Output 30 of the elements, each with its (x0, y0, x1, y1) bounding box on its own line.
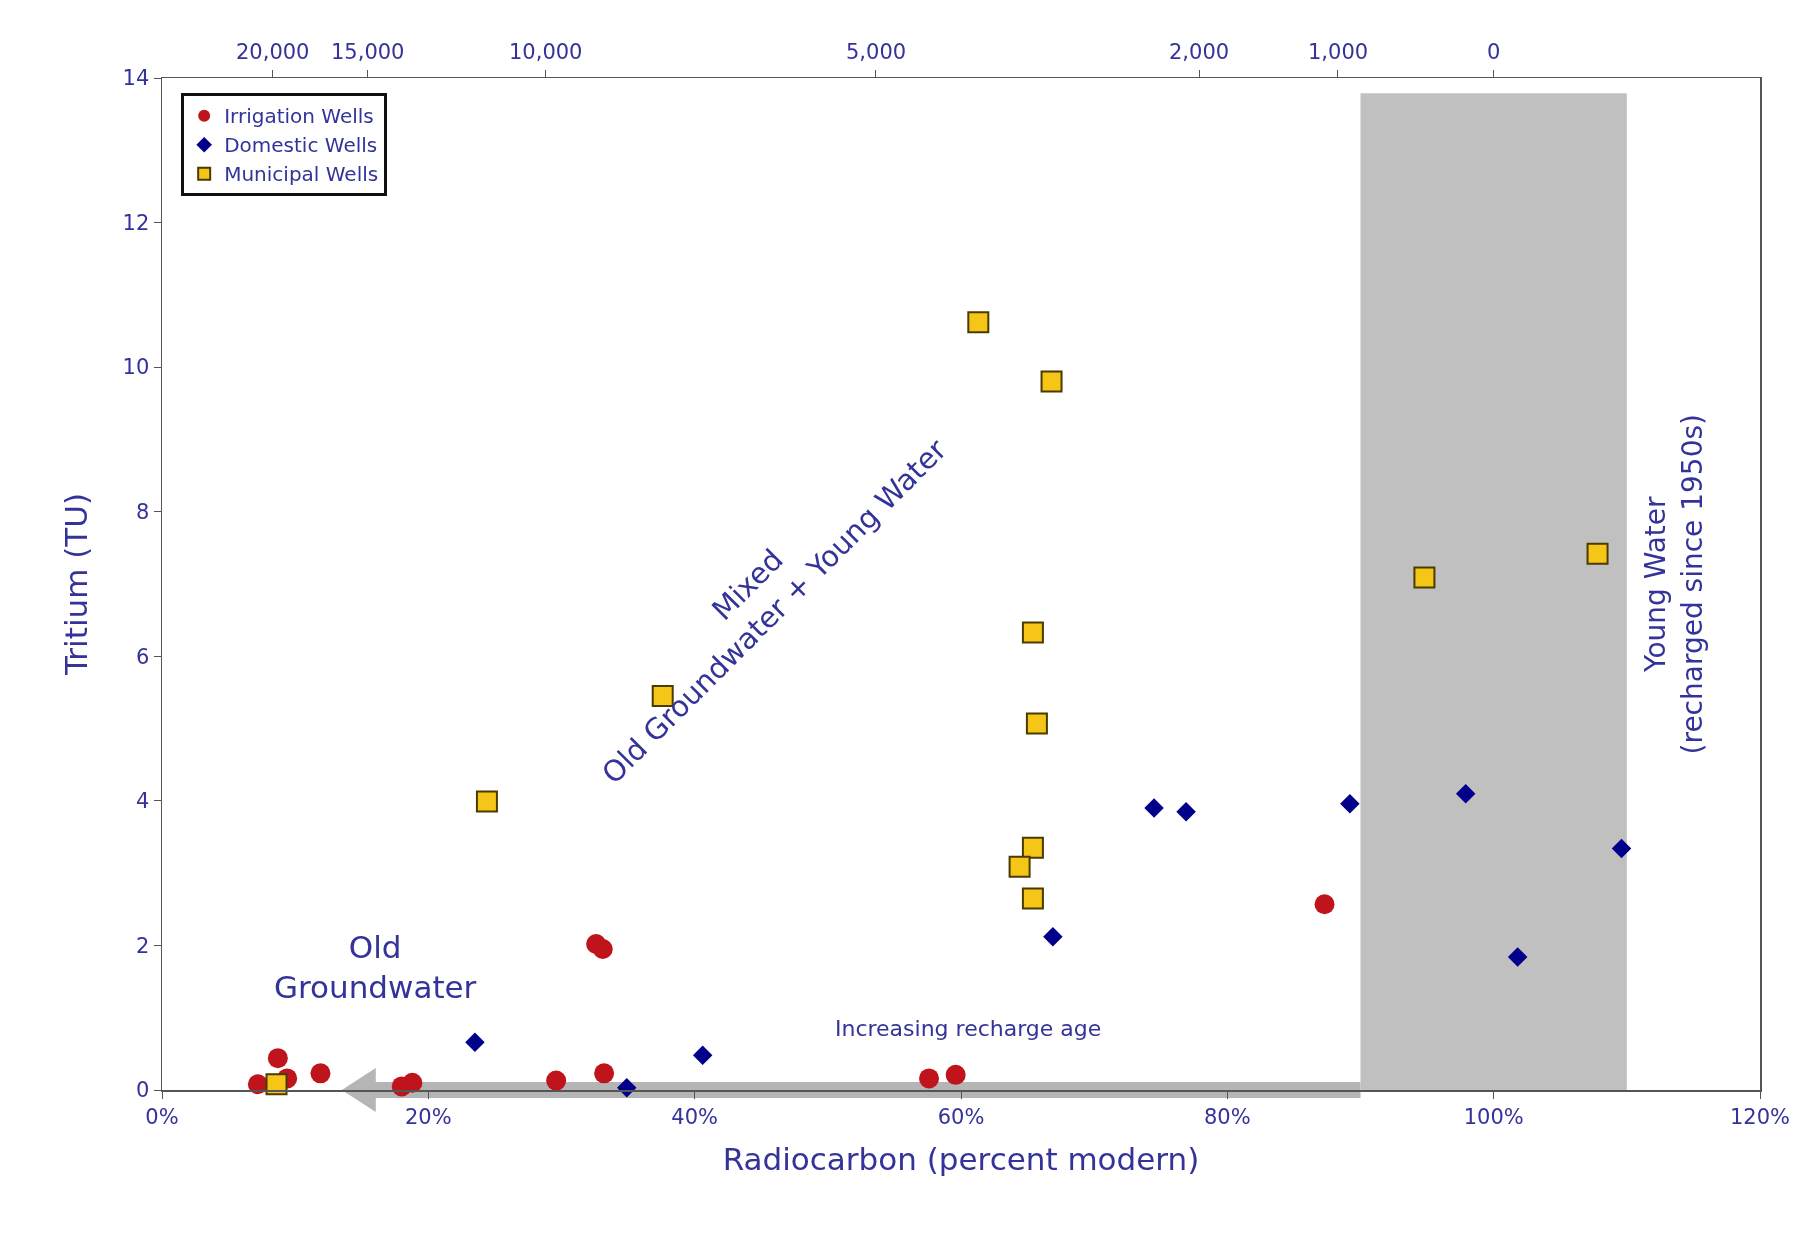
annotation: Young Water (recharged since 1950s) (1639, 413, 1709, 755)
x-tick-label: 20% (404, 1104, 452, 1129)
legend-label: Municipal Wells (224, 162, 379, 187)
text: 0 (1487, 40, 1501, 64)
x-tick-label: 0% (145, 1104, 179, 1129)
y-tick-label: 6 (135, 644, 150, 669)
x-tick-label: 120% (1729, 1104, 1791, 1129)
y-tick-label: 4 (135, 789, 150, 814)
text: 10,000 (509, 40, 583, 64)
y-axis-title: Tritium (TU) (58, 492, 95, 677)
x-tick-label: 40% (671, 1104, 719, 1129)
annotation: Increasing recharge age (835, 1016, 1102, 1041)
y-tick-label: 14 (122, 66, 150, 91)
annotation: Old Groundwater (274, 929, 477, 1006)
y-tick-label: 2 (135, 933, 150, 958)
x-tick-label: 80% (1203, 1104, 1251, 1129)
y-tick-label: 0 (135, 1078, 150, 1103)
text: 2,000 (1169, 40, 1230, 64)
x-tick-label: 60% (937, 1104, 985, 1129)
text: 15,000 (331, 40, 405, 64)
text: 20,000 (236, 40, 310, 64)
text: 5,000 (846, 40, 907, 64)
x-tick-label: 100% (1463, 1104, 1524, 1129)
y-tick-label: 10 (122, 355, 150, 380)
legend-label: Irrigation Wells (224, 104, 374, 129)
y-tick-label: 12 (122, 210, 150, 235)
legend-label: Domestic Wells (224, 133, 378, 158)
y-tick-label: 8 (135, 500, 150, 525)
x-axis-title: Radiocarbon (percent modern) (722, 1140, 1200, 1177)
text: 1,000 (1308, 40, 1369, 64)
